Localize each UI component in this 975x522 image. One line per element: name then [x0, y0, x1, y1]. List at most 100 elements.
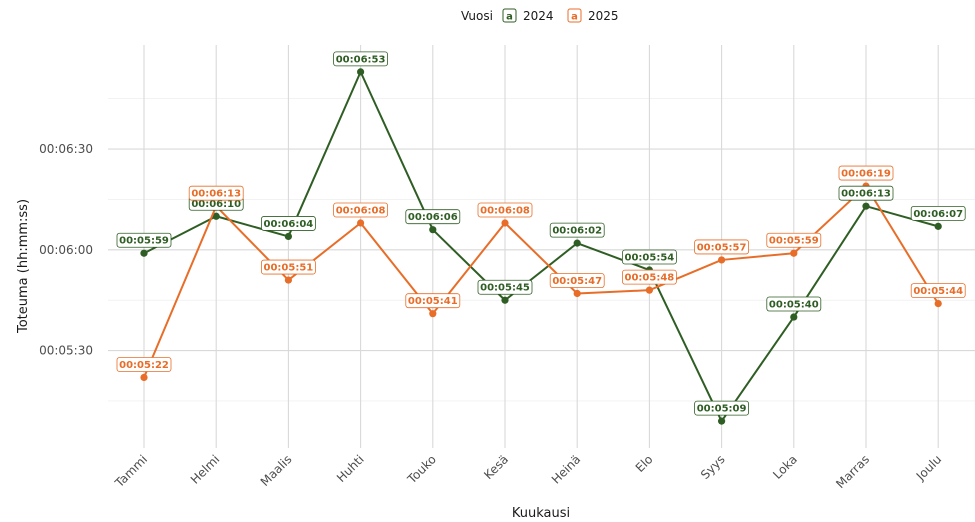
x-tick-label: Helmi	[188, 452, 222, 486]
data-label-box	[405, 209, 461, 225]
data-label-text: 00:05:22	[119, 360, 169, 371]
data-label-box	[333, 51, 389, 67]
data-label-box	[260, 216, 316, 231]
data-label-box	[549, 222, 605, 238]
data-label-box	[116, 357, 172, 372]
data-label-2024: 00:06:06	[405, 209, 461, 225]
data-point-2024	[573, 239, 581, 247]
data-label-2025: 00:05:47	[549, 273, 605, 288]
data-label-text: 00:05:40	[769, 300, 819, 311]
data-point-2025	[501, 219, 509, 227]
x-tick-label: Marras	[833, 452, 872, 491]
data-label-2025: 00:05:48	[622, 269, 677, 285]
legend-key-glyph: a	[506, 12, 513, 23]
data-label-box	[766, 232, 822, 248]
data-point-2025	[140, 373, 148, 382]
data-label-box	[838, 165, 894, 181]
y-tick-label: 00:05:30	[39, 344, 93, 358]
y-tick-label: 00:06:30	[39, 142, 93, 156]
data-label-text: 00:05:54	[625, 253, 675, 264]
data-label-2025: 00:06:13	[188, 185, 244, 201]
x-tick-label: Touko	[404, 452, 439, 487]
data-label-text: 00:05:09	[697, 404, 747, 415]
data-label-2024: 00:05:54	[622, 249, 677, 265]
data-label-2024: 00:05:09	[694, 400, 749, 416]
data-point-2024	[212, 212, 220, 220]
legend-key-2024	[502, 8, 517, 23]
data-point-2025	[934, 299, 942, 308]
data-label-text: 00:06:08	[480, 205, 530, 216]
data-label-text: 00:05:41	[408, 296, 458, 307]
data-label-2025: 00:06:08	[477, 202, 533, 218]
data-label-box	[260, 259, 316, 275]
data-label-text: 00:06:06	[408, 212, 458, 223]
legend-key-glyph: a	[571, 12, 578, 23]
x-axis-title: Kuukausi	[512, 506, 570, 521]
data-point-2024	[501, 296, 509, 304]
data-point-2025	[573, 289, 581, 298]
data-label-2025: 00:05:57	[694, 239, 749, 255]
legend-label-2024: 2024	[523, 9, 554, 23]
x-tick-label: Loka	[770, 452, 800, 482]
data-label-box	[477, 202, 533, 218]
data-label-2025: 00:05:59	[766, 232, 822, 248]
data-point-2025	[429, 310, 437, 318]
data-label-box	[694, 400, 749, 416]
data-label-text: 00:05:45	[480, 283, 530, 294]
data-label-text: 00:06:10	[191, 199, 241, 210]
data-label-box	[405, 293, 461, 309]
data-label-box	[333, 202, 389, 218]
data-label-box	[694, 239, 749, 255]
data-label-2024: 00:05:40	[766, 296, 822, 312]
data-label-text: 00:06:13	[841, 189, 891, 200]
data-label-box	[622, 249, 677, 265]
data-label-box	[766, 296, 822, 312]
y-tick-label: 00:06:00	[39, 243, 93, 257]
data-point-2024	[934, 222, 942, 230]
data-label-text: 00:06:19	[841, 169, 891, 180]
data-label-text: 00:06:02	[552, 226, 602, 237]
legend-title: Vuosi	[461, 9, 493, 23]
data-label-2024: 00:06:02	[549, 222, 605, 238]
legend-label-2025: 2025	[588, 9, 619, 23]
data-point-2024	[790, 313, 798, 321]
x-tick-label: Syys	[698, 452, 728, 482]
data-point-2024	[718, 417, 726, 425]
data-label-text: 00:05:47	[552, 276, 602, 287]
data-label-2024: 00:05:45	[477, 279, 533, 295]
data-label-box	[188, 185, 244, 201]
series-line-2025	[143, 185, 940, 378]
x-tick-label: Maalis	[258, 452, 295, 489]
x-tick-label: Heinä	[549, 452, 583, 486]
data-label-text: 00:05:59	[769, 236, 819, 247]
data-point-2024	[862, 202, 870, 210]
data-label-text: 00:06:07	[913, 209, 963, 220]
data-label-2025: 00:06:08	[333, 202, 389, 218]
legend-key-2025	[567, 8, 582, 23]
data-label-box	[838, 185, 894, 201]
data-label-2024: 00:06:04	[260, 216, 316, 231]
data-label-text: 00:06:08	[336, 205, 386, 216]
x-tick-label: Kesä	[481, 452, 511, 482]
series-lines	[140, 68, 942, 425]
data-label-text: 00:05:48	[625, 273, 675, 284]
x-tick-label: Tammi	[112, 452, 150, 490]
y-axis: 00:05:30 00:06:00 00:06:30	[39, 142, 93, 358]
data-point-2024	[284, 232, 292, 241]
data-label-2024: 00:06:53	[333, 51, 389, 67]
data-label-2025: 00:05:22	[116, 357, 172, 372]
data-label-box	[116, 232, 172, 248]
data-label-2024: 00:06:07	[910, 205, 966, 221]
grid	[108, 45, 975, 448]
data-label-2025: 00:05:41	[405, 293, 461, 309]
data-label-text: 00:06:53	[336, 54, 386, 65]
data-label-box	[549, 273, 605, 288]
data-label-text: 00:05:57	[697, 242, 747, 253]
x-tick-label: Elo	[633, 452, 656, 475]
data-point-2025	[718, 256, 726, 264]
data-label-2025: 00:05:51	[260, 259, 316, 275]
data-label-box	[910, 205, 966, 221]
data-label-text: 00:05:51	[264, 263, 314, 274]
legend: Vuosi a 2024 a 2025	[461, 8, 619, 23]
